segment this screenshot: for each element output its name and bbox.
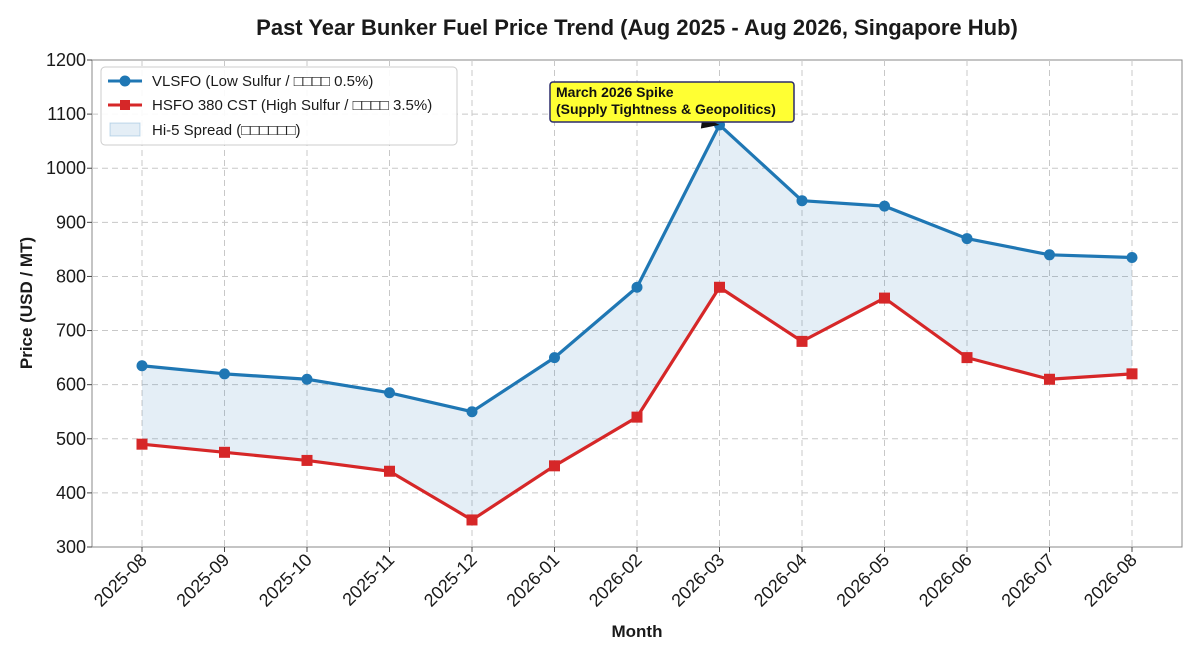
y-tick-label: 1200 bbox=[46, 50, 86, 70]
x-tick-label: 2026-02 bbox=[585, 550, 646, 611]
hsfo-data-point bbox=[301, 454, 313, 466]
vlsfo-data-point bbox=[301, 373, 313, 385]
x-tick-label: 2026-01 bbox=[502, 550, 563, 611]
hsfo-data-point bbox=[796, 335, 808, 347]
legend-vlsfo-label: VLSFO (Low Sulfur / □□□□ 0.5%) bbox=[152, 73, 373, 90]
x-tick-label: 2026-05 bbox=[832, 550, 893, 611]
x-tick-label: 2025-09 bbox=[172, 550, 233, 611]
x-tick-label: 2025-12 bbox=[420, 550, 481, 611]
hsfo-data-point bbox=[631, 411, 643, 423]
annotation: March 2026 Spike (Supply Tightness & Geo… bbox=[549, 81, 795, 129]
annotation-box bbox=[549, 81, 795, 123]
legend-box bbox=[100, 66, 458, 146]
x-axis-ticks: 2025-08 2025-09 2025-10 2025-11 2025-12 2026-… bbox=[90, 547, 1141, 611]
y-tick-label: 900 bbox=[56, 212, 86, 232]
y-tick-label: 500 bbox=[56, 429, 86, 449]
legend-spread-label: Hi-5 Spread (□□□□□□) bbox=[152, 122, 301, 139]
hsfo-data-point bbox=[466, 514, 478, 526]
hsfo-data-point bbox=[1126, 368, 1138, 380]
vlsfo-data-point bbox=[466, 406, 478, 418]
x-tick-label: 2025-10 bbox=[255, 550, 316, 611]
vlsfo-data-point bbox=[136, 360, 148, 372]
hsfo-data-point bbox=[1044, 373, 1055, 385]
legend: VLSFO (Low Sulfur / □□□□ 0.5%) HSFO 380 … bbox=[100, 66, 458, 146]
annotation-line-2: (Supply Tightness & Geopolitics) bbox=[556, 101, 776, 117]
hsfo-data-point bbox=[714, 281, 725, 293]
vlsfo-data-point bbox=[961, 233, 973, 245]
hsfo-data-point bbox=[219, 446, 230, 458]
hsfo-data-point bbox=[961, 352, 973, 364]
y-tick-label: 800 bbox=[56, 266, 86, 286]
spread-fill-area bbox=[142, 124, 1132, 520]
vlsfo-data-point bbox=[219, 368, 230, 380]
x-tick-label: 2025-08 bbox=[90, 550, 151, 611]
hsfo-data-point bbox=[136, 438, 148, 450]
x-tick-label: 2026-04 bbox=[750, 550, 811, 611]
y-tick-label: 1000 bbox=[46, 158, 86, 178]
vlsfo-data-point bbox=[549, 352, 560, 364]
chart-title: Past Year Bunker Fuel Price Trend (Aug 2… bbox=[256, 15, 1018, 40]
vlsfo-data-point bbox=[796, 195, 808, 207]
x-tick-label: 2026-03 bbox=[667, 550, 728, 611]
annotation-line-1: March 2026 Spike bbox=[556, 84, 674, 100]
y-tick-label: 400 bbox=[56, 483, 86, 503]
vlsfo-data-point bbox=[384, 387, 395, 399]
vlsfo-data-point bbox=[631, 281, 643, 293]
hsfo-data-point bbox=[879, 292, 890, 304]
spread-fill-layer bbox=[142, 124, 1132, 520]
vlsfo-data-point bbox=[1044, 249, 1055, 261]
y-tick-label: 1100 bbox=[47, 104, 86, 124]
x-tick-label: 2025-11 bbox=[338, 550, 398, 610]
y-tick-label: 600 bbox=[56, 375, 86, 395]
y-axis-label: Price (USD / MT) bbox=[17, 237, 36, 369]
x-tick-label: 2026-06 bbox=[915, 550, 976, 611]
hsfo-data-point bbox=[549, 460, 560, 472]
vlsfo-data-point bbox=[1126, 252, 1138, 264]
x-axis-label: Month bbox=[612, 622, 663, 641]
y-tick-label: 700 bbox=[56, 321, 86, 341]
x-tick-label: 2026-07 bbox=[997, 550, 1058, 611]
legend-hsfo-marker bbox=[120, 100, 130, 110]
series-layer bbox=[136, 119, 1138, 526]
y-tick-label: 300 bbox=[56, 537, 86, 557]
legend-vlsfo-marker bbox=[119, 75, 131, 87]
vlsfo-data-point bbox=[879, 200, 890, 212]
y-axis-ticks: 300 400 500 600 700 800 900 1000 1100 1200 bbox=[46, 50, 92, 557]
hsfo-data-point bbox=[384, 465, 395, 477]
legend-spread-swatch bbox=[109, 122, 141, 137]
x-tick-label: 2026-08 bbox=[1080, 550, 1141, 611]
legend-hsfo-label: HSFO 380 CST (High Sulfur / □□□□ 3.5%) bbox=[152, 97, 432, 114]
